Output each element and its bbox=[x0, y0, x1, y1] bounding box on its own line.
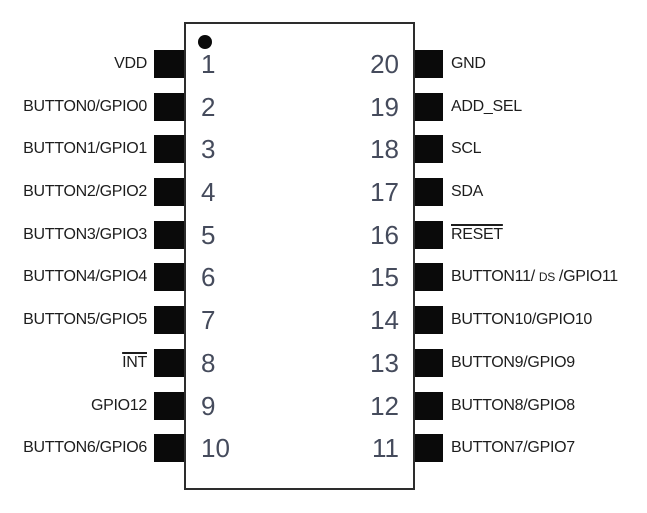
pin-label-add-sel: ADD_SEL bbox=[451, 98, 522, 115]
pin-label-reset-active-low: RESET bbox=[451, 226, 503, 243]
pin-row-right-15: BUTTON11/DS/GPIO11 bbox=[415, 263, 647, 291]
pin-row-left-3: BUTTON1/GPIO1 bbox=[0, 135, 184, 163]
pin-pad bbox=[154, 349, 184, 377]
pin-number-right: 20 bbox=[370, 49, 399, 79]
pin-label-button2-gpio2: BUTTON2/GPIO2 bbox=[23, 183, 147, 200]
pin-number-right: 16 bbox=[370, 220, 399, 250]
pin-pad bbox=[154, 306, 184, 334]
pin-number-row: 7 14 bbox=[186, 306, 413, 334]
pin-number-left: 2 bbox=[201, 92, 216, 122]
pin-number-left: 3 bbox=[201, 134, 216, 164]
pin-label-part-ds: DS bbox=[538, 270, 555, 284]
pin-label-button10-gpio10: BUTTON10/GPIO10 bbox=[451, 311, 593, 328]
pin-pad bbox=[415, 306, 443, 334]
pin-row-right-13: BUTTON9/GPIO9 bbox=[415, 349, 647, 377]
pin-row-right-12: BUTTON8/GPIO8 bbox=[415, 392, 647, 420]
pin-label-button8-gpio8: BUTTON8/GPIO8 bbox=[451, 397, 575, 414]
pin-row-left-1: VDD bbox=[0, 50, 184, 78]
pin-row-right-16: RESET bbox=[415, 221, 647, 249]
pin-number-right: 19 bbox=[370, 92, 399, 122]
pin1-indicator-dot bbox=[198, 35, 212, 49]
pin-label-button7-gpio7: BUTTON7/GPIO7 bbox=[451, 439, 575, 456]
pin-pad bbox=[415, 263, 443, 291]
pin-number-right: 18 bbox=[370, 134, 399, 164]
pin-number-left: 1 bbox=[201, 49, 216, 79]
pin-label-sda: SDA bbox=[451, 183, 483, 200]
pin-label-part-post: /GPIO11 bbox=[558, 268, 618, 285]
pin-label-button9-gpio9: BUTTON9/GPIO9 bbox=[451, 354, 575, 371]
pin-number-row: 4 17 bbox=[186, 178, 413, 206]
pin-label-button1-gpio1: BUTTON1/GPIO1 bbox=[23, 140, 147, 157]
pin-number-row: 6 15 bbox=[186, 263, 413, 291]
pin-pad bbox=[415, 93, 443, 121]
pin-number-right: 13 bbox=[370, 348, 399, 378]
pin-label-vdd: VDD bbox=[114, 55, 147, 72]
pin-row-left-4: BUTTON2/GPIO2 bbox=[0, 178, 184, 206]
pin-number-left: 7 bbox=[201, 305, 216, 335]
pin-label-part-pre: BUTTON11/ bbox=[451, 268, 535, 285]
pin-number-row: 3 18 bbox=[186, 135, 413, 163]
pin-label-button3-gpio3: BUTTON3/GPIO3 bbox=[23, 226, 147, 243]
pin-row-left-7: BUTTON5/GPIO5 bbox=[0, 306, 184, 334]
pin-row-right-17: SDA bbox=[415, 178, 647, 206]
pin-number-left: 10 bbox=[201, 433, 230, 463]
pin-number-left: 4 bbox=[201, 177, 216, 207]
pin-row-left-6: BUTTON4/GPIO4 bbox=[0, 263, 184, 291]
pin-pad bbox=[154, 221, 184, 249]
pin-number-row: 2 19 bbox=[186, 93, 413, 121]
pin-pad bbox=[415, 434, 443, 462]
pin-pad bbox=[154, 434, 184, 462]
pin-label-gpio12: GPIO12 bbox=[90, 397, 147, 414]
pin-number-right: 17 bbox=[370, 177, 399, 207]
pin-pad bbox=[154, 135, 184, 163]
pin-row-right-20: GND bbox=[415, 50, 647, 78]
pin-row-left-2: BUTTON0/GPIO0 bbox=[0, 93, 184, 121]
pin-row-left-9: GPIO12 bbox=[0, 392, 184, 420]
pin-label-button6-gpio6: BUTTON6/GPIO6 bbox=[23, 439, 147, 456]
chip-body: 1 20 2 19 3 18 4 17 5 16 6 15 7 14 8 13 bbox=[184, 22, 415, 490]
pin-label-gnd: GND bbox=[451, 55, 486, 72]
pin-row-right-19: ADD_SEL bbox=[415, 93, 647, 121]
pin-label-button4-gpio4: BUTTON4/GPIO4 bbox=[23, 268, 147, 285]
pin-label-button0-gpio0: BUTTON0/GPIO0 bbox=[23, 98, 147, 115]
pin-pad bbox=[154, 93, 184, 121]
pin-number-right: 11 bbox=[372, 433, 399, 463]
pin-row-right-18: SCL bbox=[415, 135, 647, 163]
pin-pad bbox=[415, 50, 443, 78]
pin-number-right: 14 bbox=[370, 305, 399, 335]
pin-pad bbox=[154, 392, 184, 420]
pin-pad bbox=[415, 349, 443, 377]
pin-number-row: 5 16 bbox=[186, 221, 413, 249]
pin-number-row: 9 12 bbox=[186, 392, 413, 420]
pin-number-left: 5 bbox=[201, 220, 216, 250]
pin-number-right: 12 bbox=[370, 391, 399, 421]
pin-label-button5-gpio5: BUTTON5/GPIO5 bbox=[23, 311, 147, 328]
pin-number-left: 9 bbox=[201, 391, 216, 421]
pin-number-right: 15 bbox=[370, 262, 399, 292]
pin-label-scl: SCL bbox=[451, 140, 482, 157]
pin-number-row: 8 13 bbox=[186, 349, 413, 377]
pin-number-left: 8 bbox=[201, 348, 216, 378]
pin-label-int-active-low: INT bbox=[122, 354, 147, 371]
pin-row-right-14: BUTTON10/GPIO10 bbox=[415, 306, 647, 334]
pin-pad bbox=[415, 392, 443, 420]
pin-pad bbox=[415, 135, 443, 163]
pin-pad bbox=[154, 263, 184, 291]
pin-number-left: 6 bbox=[201, 262, 216, 292]
pin-pad bbox=[415, 178, 443, 206]
pin-row-left-5: BUTTON3/GPIO3 bbox=[0, 221, 184, 249]
pin-row-right-11: BUTTON7/GPIO7 bbox=[415, 434, 647, 462]
pin-number-row: 1 20 bbox=[186, 50, 413, 78]
pin-pad bbox=[154, 178, 184, 206]
pin-row-left-10: BUTTON6/GPIO6 bbox=[0, 434, 184, 462]
pin-label-button11-ds-gpio11: BUTTON11/DS/GPIO11 bbox=[451, 269, 618, 285]
pin-pad bbox=[154, 50, 184, 78]
pin-number-row: 10 11 bbox=[186, 434, 413, 462]
pin-row-left-8: INT bbox=[0, 349, 184, 377]
pin-pad bbox=[415, 221, 443, 249]
